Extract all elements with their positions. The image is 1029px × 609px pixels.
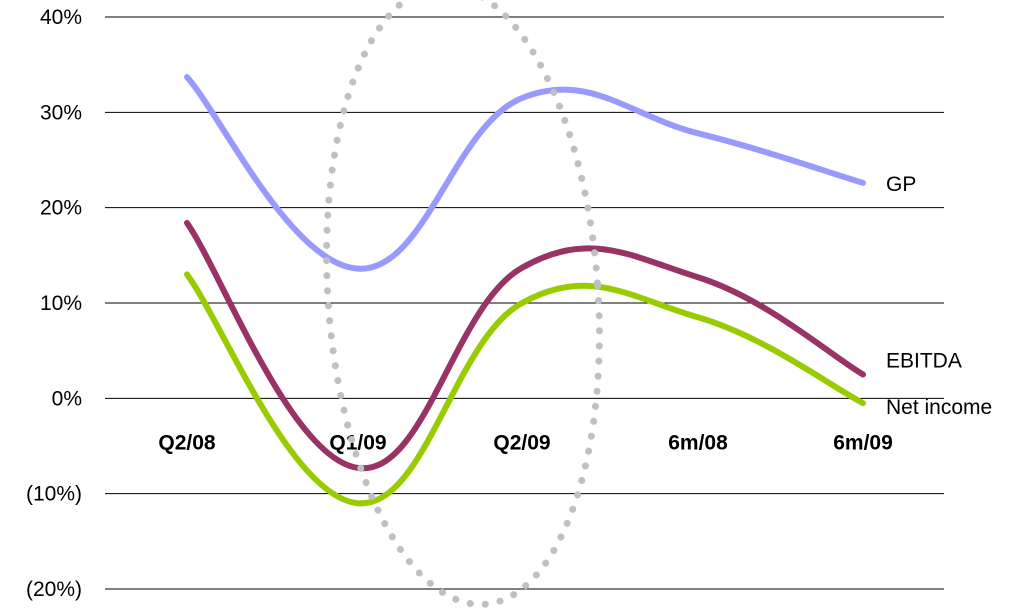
series-line-gp <box>184 74 866 272</box>
series-line-net-income <box>184 271 866 507</box>
category-label: 6m/09 <box>833 431 893 454</box>
series-line-ebitda <box>184 219 866 471</box>
series-label-gp: GP <box>886 173 916 196</box>
y-axis-ticks: 40% 30% 20% 10% 0% (10%) (20%) <box>26 6 82 601</box>
category-label: 6m/08 <box>668 431 728 454</box>
highlight-ellipse <box>323 0 603 608</box>
y-tick-label: 40% <box>40 6 82 29</box>
annotation-layer <box>323 0 603 608</box>
y-tick-label: 30% <box>40 101 82 124</box>
series-label-net-income: Net income <box>886 396 992 419</box>
y-tick-label: (20%) <box>26 578 82 601</box>
series-label-ebitda: EBITDA <box>886 350 962 373</box>
y-tick-label: (10%) <box>26 483 82 506</box>
y-tick-label: 20% <box>40 197 82 220</box>
gridlines <box>105 16 944 590</box>
series-lines <box>184 74 866 507</box>
y-tick-label: 0% <box>52 387 82 410</box>
category-label: Q2/09 <box>493 431 550 454</box>
series-labels: GP EBITDA Net income <box>886 173 992 419</box>
category-label: Q1/09 <box>329 431 386 454</box>
category-labels: Q2/08 Q1/09 Q2/09 6m/08 6m/09 <box>158 431 892 454</box>
category-label: Q2/08 <box>158 431 216 454</box>
y-tick-label: 10% <box>40 292 82 315</box>
